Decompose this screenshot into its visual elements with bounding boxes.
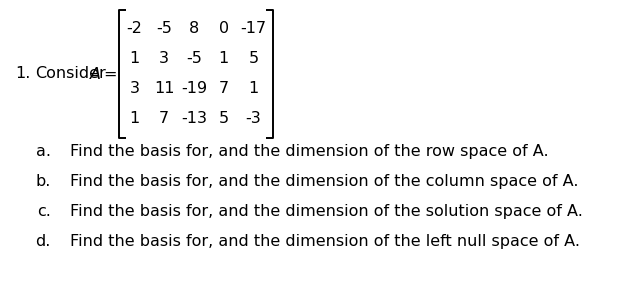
Text: c.: c.	[37, 204, 50, 219]
Text: Find the basis for, and the dimension of the row space of A.: Find the basis for, and the dimension of…	[70, 144, 549, 160]
Text: 5: 5	[219, 112, 229, 126]
Text: 1: 1	[248, 82, 258, 96]
Text: -19: -19	[181, 82, 207, 96]
Text: 7: 7	[160, 112, 169, 126]
Text: a.: a.	[36, 144, 50, 160]
Text: -3: -3	[246, 112, 262, 126]
Text: Find the basis for, and the dimension of the left null space of A.: Find the basis for, and the dimension of…	[70, 235, 580, 249]
Text: d.: d.	[35, 235, 50, 249]
Text: $A$: $A$	[89, 66, 102, 82]
Text: 11: 11	[154, 82, 175, 96]
Text: 1: 1	[219, 51, 229, 67]
Text: 1: 1	[130, 112, 140, 126]
Text: Find the basis for, and the dimension of the solution space of A.: Find the basis for, and the dimension of…	[70, 204, 582, 219]
Text: Find the basis for, and the dimension of the column space of A.: Find the basis for, and the dimension of…	[70, 174, 579, 190]
Text: -2: -2	[127, 21, 142, 37]
Text: 1: 1	[130, 51, 140, 67]
Text: Consider: Consider	[35, 67, 106, 82]
Text: -13: -13	[181, 112, 207, 126]
Text: -5: -5	[156, 21, 172, 37]
Text: 3: 3	[130, 82, 140, 96]
Text: b.: b.	[35, 174, 50, 190]
Text: -17: -17	[241, 21, 267, 37]
Text: 5: 5	[248, 51, 258, 67]
Text: 0: 0	[219, 21, 229, 37]
Text: 3: 3	[160, 51, 169, 67]
Text: 8: 8	[189, 21, 199, 37]
Text: =: =	[103, 67, 117, 82]
Text: 7: 7	[219, 82, 229, 96]
Text: -5: -5	[186, 51, 202, 67]
Text: 1.: 1.	[16, 67, 31, 82]
